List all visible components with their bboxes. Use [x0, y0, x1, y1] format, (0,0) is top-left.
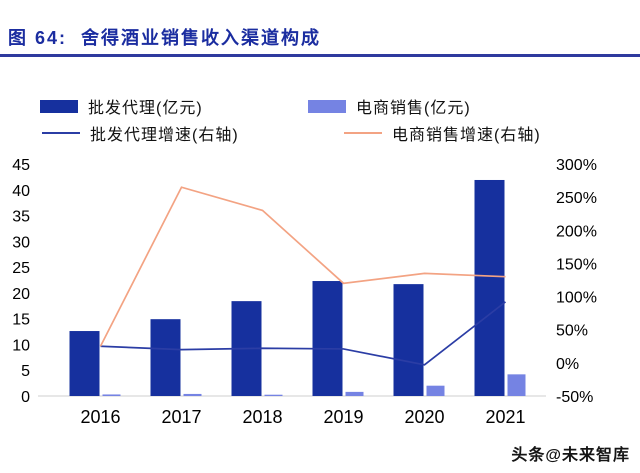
legend-item-ecommerce-growth: 电商销售增速(右轴) — [344, 125, 541, 144]
line-series-0 — [100, 301, 507, 366]
left-axis-tick: 20 — [12, 286, 30, 303]
watermark-source: @未来智库 — [545, 447, 630, 464]
wholesale-bar-swatch-icon — [40, 99, 78, 113]
legend-label-ecommerce-bar: 电商销售(亿元) — [356, 100, 471, 117]
watermark-brand: 头条 — [511, 447, 546, 464]
left-axis-tick: 30 — [12, 234, 30, 251]
x-axis-label: 2021 — [485, 407, 525, 427]
ecommerce-growth-line-swatch-icon — [344, 132, 382, 134]
left-axis-tick: 35 — [12, 209, 30, 226]
x-axis-label: 2018 — [242, 407, 282, 427]
right-axis-tick: 50% — [556, 323, 588, 340]
right-axis-tick: 150% — [556, 256, 597, 273]
right-axis-tick: 200% — [556, 223, 597, 240]
left-axis-tick: 10 — [12, 337, 30, 354]
figure-title: 图 64: 舍得酒业销售收入渠道构成 — [8, 28, 322, 48]
bar — [312, 281, 343, 396]
right-axis-tick: 0% — [556, 356, 579, 373]
left-axis-tick: 25 — [12, 260, 30, 277]
bar — [507, 374, 526, 396]
bar — [150, 319, 181, 396]
bar — [183, 393, 202, 396]
title-underline — [0, 54, 640, 57]
right-axis-tick: -50% — [556, 389, 593, 406]
bar — [393, 284, 424, 396]
right-axis-tick: 300% — [556, 157, 597, 174]
left-axis-tick: 0 — [21, 389, 30, 406]
watermark: 头条@未来智库 — [511, 441, 630, 465]
left-axis-tick: 45 — [12, 157, 30, 174]
left-axis-tick: 40 — [12, 183, 30, 200]
legend-label-ecommerce-growth: 电商销售增速(右轴) — [392, 127, 541, 144]
chart-canvas: 0 5 10 15 20 25 30 35 40 45 -50% 0% 50% 100% 150% 200% 2… — [12, 157, 597, 427]
left-axis-tick: 15 — [12, 312, 30, 329]
ecommerce-bar-swatch-icon — [308, 99, 346, 113]
wholesale-growth-line-swatch-icon — [42, 132, 80, 134]
right-axis-tick: 100% — [556, 290, 597, 307]
legend-item-wholesale-growth: 批发代理增速(右轴) — [42, 125, 239, 144]
bar — [474, 179, 505, 396]
bar-series-1 — [102, 374, 526, 396]
legend-item-wholesale-bar: 批发代理(亿元) — [40, 98, 203, 117]
x-axis-label: 2017 — [161, 407, 201, 427]
legend-label-wholesale-growth: 批发代理增速(右轴) — [90, 127, 239, 144]
line-series-1 — [99, 186, 506, 347]
x-axis-label: 2019 — [323, 407, 363, 427]
x-axis-label: 2020 — [404, 407, 444, 427]
bar — [345, 391, 364, 396]
bar — [69, 331, 100, 396]
x-axis-label: 2016 — [80, 407, 120, 427]
legend-label-wholesale-bar: 批发代理(亿元) — [88, 100, 203, 117]
bar — [264, 394, 283, 396]
left-axis-tick: 5 — [21, 363, 30, 380]
legend-item-ecommerce-bar: 电商销售(亿元) — [308, 98, 471, 117]
bar — [426, 385, 445, 396]
right-axis-tick: 250% — [556, 190, 597, 207]
bar-series-0 — [69, 179, 505, 396]
bar — [102, 394, 121, 396]
